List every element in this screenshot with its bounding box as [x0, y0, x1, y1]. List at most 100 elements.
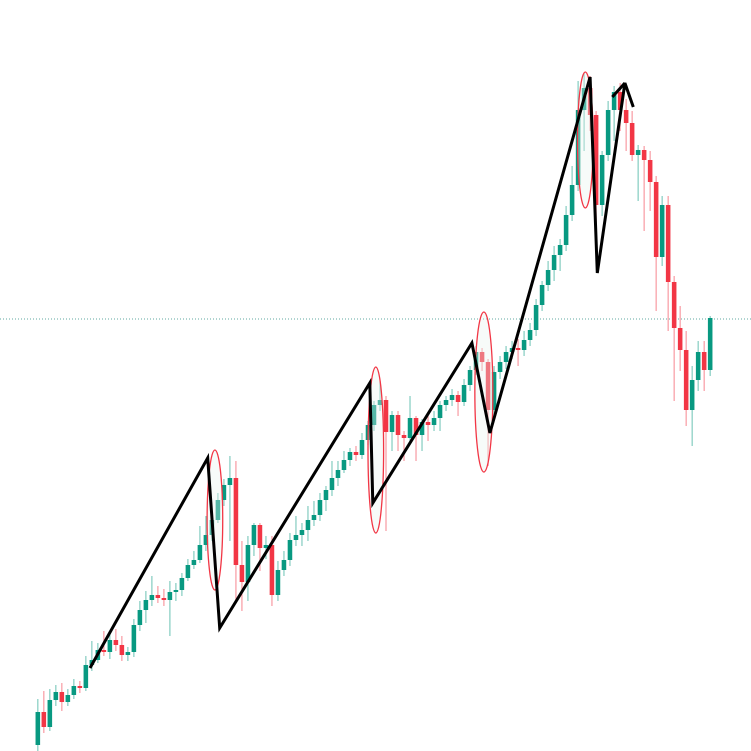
- candle-body: [239, 565, 245, 582]
- annotation-ellipse: [474, 311, 494, 473]
- candle: [161, 589, 167, 606]
- candle-body: [395, 415, 401, 435]
- candle: [137, 601, 143, 631]
- candle: [311, 501, 317, 526]
- candle-body: [461, 385, 467, 402]
- candle-body: [323, 490, 329, 500]
- candle: [461, 379, 467, 406]
- candle-body: [347, 452, 353, 460]
- candle: [47, 689, 53, 731]
- candle-body: [143, 600, 149, 610]
- candle-body: [401, 435, 407, 438]
- zigzag-line: [88, 76, 635, 669]
- candle-body: [299, 530, 305, 535]
- candle-body: [551, 255, 557, 270]
- candle-body: [305, 520, 311, 530]
- candle: [227, 456, 233, 541]
- candle: [695, 341, 701, 391]
- candle: [599, 151, 605, 216]
- candle: [455, 391, 461, 416]
- candle-body: [47, 700, 53, 727]
- candle: [215, 493, 221, 523]
- candle: [425, 416, 431, 441]
- candle: [437, 401, 443, 431]
- candle: [347, 448, 353, 466]
- candle: [671, 276, 677, 401]
- candle-body: [341, 460, 347, 470]
- candle: [167, 581, 173, 636]
- candle-body: [455, 395, 461, 402]
- candle: [155, 586, 161, 603]
- candle-body: [227, 478, 233, 485]
- candle: [569, 166, 575, 221]
- candle-body: [101, 650, 107, 652]
- candle-body: [287, 540, 293, 560]
- candle-body: [161, 598, 167, 600]
- candle-body: [185, 565, 191, 578]
- candle-body: [437, 405, 443, 418]
- candle-body: [413, 418, 419, 435]
- candle: [497, 356, 503, 379]
- candle: [185, 559, 191, 581]
- candle-body: [137, 610, 143, 625]
- candle-body: [179, 578, 185, 590]
- candle-body: [107, 640, 113, 652]
- candle-body: [665, 205, 671, 282]
- candle-body: [191, 560, 197, 565]
- candle: [203, 516, 209, 551]
- candle: [293, 516, 299, 546]
- candle-body: [647, 160, 653, 182]
- candle: [191, 551, 197, 569]
- candle-body: [503, 352, 509, 362]
- candle-body: [233, 478, 239, 565]
- candle: [377, 381, 383, 411]
- candle: [125, 647, 131, 661]
- candle: [299, 523, 305, 546]
- candle: [689, 366, 695, 446]
- candle: [221, 479, 227, 506]
- candle: [59, 683, 65, 711]
- candle-body: [65, 695, 71, 702]
- candle: [317, 493, 323, 521]
- candle: [605, 101, 611, 161]
- candle: [41, 691, 47, 733]
- candle: [233, 461, 239, 601]
- candle-body: [251, 525, 257, 545]
- candle: [491, 366, 497, 421]
- candle-body: [59, 692, 65, 702]
- candle: [149, 576, 155, 606]
- candle-body: [425, 422, 431, 425]
- candle-body: [623, 110, 629, 123]
- candle: [503, 346, 509, 369]
- candle: [623, 99, 629, 151]
- candle: [659, 196, 665, 266]
- candle-body: [671, 282, 677, 328]
- candle: [197, 526, 203, 563]
- candle-body: [569, 185, 575, 215]
- candle: [281, 551, 287, 576]
- candle-body: [521, 340, 527, 350]
- candle: [353, 446, 359, 461]
- candle-body: [389, 415, 395, 432]
- candle-body: [701, 352, 707, 370]
- candle-body: [329, 478, 335, 490]
- candle: [287, 533, 293, 566]
- candle: [323, 486, 329, 511]
- candle-body: [203, 535, 209, 545]
- candle: [533, 299, 539, 336]
- candle: [635, 145, 641, 201]
- candle-body: [173, 590, 179, 592]
- candle-body: [533, 305, 539, 330]
- candle-body: [53, 692, 59, 700]
- candle: [119, 636, 125, 661]
- candle: [173, 583, 179, 601]
- candle: [341, 451, 347, 473]
- candle-body: [275, 570, 281, 595]
- candle-body: [611, 92, 617, 110]
- candle-body: [467, 370, 473, 385]
- candle-body: [479, 352, 485, 362]
- candle: [305, 506, 311, 541]
- candle: [359, 433, 365, 459]
- annotation-lines: [88, 76, 635, 669]
- candle: [545, 261, 551, 291]
